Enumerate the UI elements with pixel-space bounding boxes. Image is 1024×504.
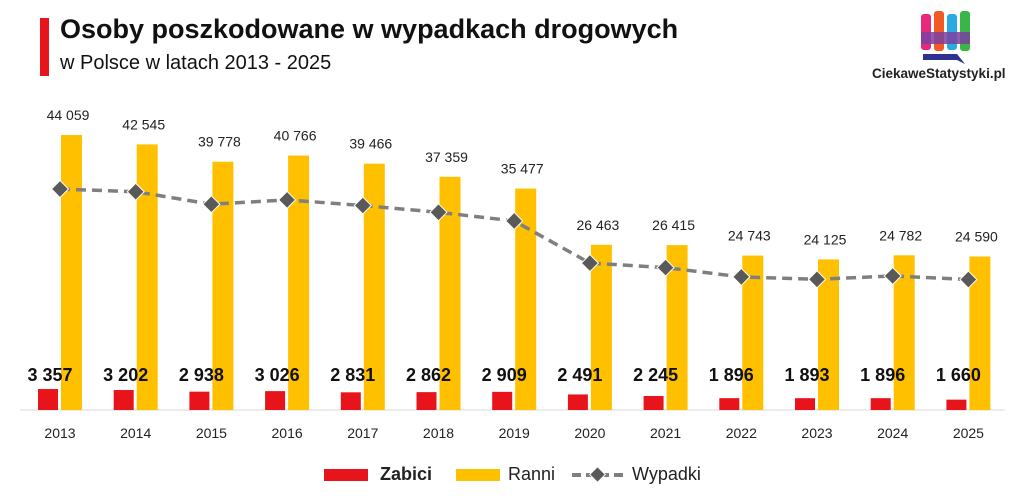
legend-label-zabici: Zabici — [380, 464, 433, 484]
label-ranni-2022: 24 743 — [728, 228, 771, 244]
label-ranni-2021: 26 415 — [652, 217, 695, 233]
bar-zabici-2016 — [265, 391, 286, 410]
bar-zabici-2023 — [795, 398, 815, 410]
label-ranni-2020: 26 463 — [576, 217, 619, 233]
legend-swatch-zabici — [324, 469, 368, 481]
label-zabici-2014: 3 202 — [103, 365, 148, 385]
label-ranni-2019: 35 477 — [501, 161, 544, 177]
bar-ranni-2021 — [666, 245, 688, 410]
chart-subtitle: w Polsce w latach 2013 - 2025 — [60, 52, 332, 74]
point-wypadki-2013 — [50, 179, 70, 199]
tick-label-2016: 2016 — [272, 425, 303, 441]
label-zabici-2017: 2 831 — [330, 365, 375, 385]
data-labels: 44 059 3 357 42 545 3 202 39 778 2 938 40 766 3… — [27, 107, 998, 385]
label-zabici-2013: 3 357 — [27, 365, 72, 385]
bar-zabici-2021 — [643, 395, 664, 410]
bar-ranni-2017 — [363, 163, 385, 410]
series-ranni — [61, 135, 991, 410]
legend: Zabici Ranni Wypadki — [0, 460, 1024, 490]
label-zabici-2025: 1 660 — [936, 365, 981, 385]
tick-label-2025: 2025 — [953, 425, 984, 441]
label-zabici-2015: 2 938 — [179, 365, 224, 385]
x-tick-labels: 2013 2014 2015 2016 2017 2018 2019 2020 2021 2022… — [44, 425, 984, 441]
point-wypadki-2023 — [807, 270, 827, 289]
bar-zabici-2014 — [113, 390, 134, 410]
bar-ranni-2019 — [515, 188, 537, 410]
label-zabici-2023: 1 893 — [784, 365, 829, 385]
label-zabici-2024: 1 896 — [860, 365, 905, 385]
label-ranni-2023: 24 125 — [804, 231, 847, 247]
legend-label-ranni: Ranni — [508, 464, 556, 484]
bar-ranni-2018 — [439, 176, 461, 410]
legend-swatch-ranni — [456, 469, 500, 481]
point-wypadki-2021 — [656, 258, 675, 277]
label-zabici-2020: 2 491 — [557, 365, 602, 385]
bar-zabici-2019 — [492, 391, 513, 410]
bar-zabici-2024 — [870, 398, 891, 410]
tick-label-2017: 2017 — [347, 425, 378, 441]
point-wypadki-2016 — [277, 190, 297, 210]
bar-zabici-2022 — [719, 398, 740, 410]
bar-ranni-2024 — [893, 255, 915, 410]
label-ranni-2016: 40 766 — [274, 128, 317, 144]
tick-label-2022: 2022 — [726, 425, 757, 441]
label-ranni-2014: 42 545 — [122, 116, 165, 132]
label-ranni-2015: 39 778 — [198, 134, 241, 150]
legend-label-wypadki: Wypadki — [632, 464, 701, 484]
label-ranni-2018: 37 359 — [425, 149, 468, 165]
point-wypadki-2019 — [505, 211, 524, 231]
label-zabici-2016: 3 026 — [255, 365, 300, 385]
tick-label-2024: 2024 — [877, 425, 908, 441]
series-wypadki — [50, 179, 978, 289]
bar-ranni-2023 — [818, 259, 839, 410]
tick-label-2020: 2020 — [574, 425, 605, 441]
label-ranni-2017: 39 466 — [349, 136, 392, 152]
tick-label-2023: 2023 — [801, 425, 832, 441]
tick-label-2015: 2015 — [196, 425, 227, 441]
label-ranni-2024: 24 782 — [879, 227, 922, 243]
tick-label-2021: 2021 — [650, 425, 681, 441]
label-ranni-2025: 24 590 — [955, 229, 998, 245]
point-wypadki-2015 — [202, 195, 221, 214]
bar-zabici-2020 — [567, 394, 588, 410]
tick-label-2019: 2019 — [499, 425, 530, 441]
legend-swatch-wypadki — [572, 467, 624, 483]
bar-ranni-2015 — [212, 161, 234, 410]
bar-ranni-2014 — [136, 144, 158, 410]
bar-ranni-2022 — [742, 255, 764, 410]
point-wypadki-2018 — [429, 203, 448, 222]
bar-zabici-2018 — [416, 392, 437, 410]
brand-name: CiekaweStatystyki.pl — [872, 66, 1006, 81]
bar-ranni-2025 — [969, 256, 991, 410]
tick-label-2014: 2014 — [120, 425, 151, 441]
point-wypadki-2020 — [580, 253, 600, 273]
label-zabici-2022: 1 896 — [709, 365, 754, 385]
label-zabici-2018: 2 862 — [406, 365, 451, 385]
label-zabici-2019: 2 909 — [482, 365, 527, 385]
label-ranni-2013: 44 059 — [47, 107, 90, 123]
tick-label-2018: 2018 — [423, 425, 454, 441]
chart-title: Osoby poszkodowane w wypadkach drogowych — [60, 14, 679, 44]
point-wypadki-2025 — [959, 270, 978, 289]
bar-zabici-2013 — [38, 389, 58, 410]
bar-zabici-2025 — [946, 399, 967, 410]
bar-zabici-2017 — [340, 392, 361, 410]
point-wypadki-2024 — [883, 266, 902, 286]
point-wypadki-2017 — [353, 196, 372, 215]
bar-ranni-2013 — [61, 135, 82, 410]
bar-zabici-2015 — [189, 391, 210, 410]
bar-ranni-2020 — [590, 244, 612, 410]
point-wypadki-2014 — [126, 182, 145, 201]
brand-logo-icon — [921, 11, 970, 64]
label-zabici-2021: 2 245 — [633, 365, 678, 385]
point-wypadki-2022 — [732, 267, 751, 287]
chart-plot: 44 059 3 357 42 545 3 202 39 778 2 938 40 766 3… — [20, 107, 1005, 441]
bar-ranni-2016 — [288, 155, 310, 410]
series-zabici — [38, 389, 967, 410]
title-accent-bar — [40, 18, 49, 76]
tick-label-2013: 2013 — [44, 425, 75, 441]
